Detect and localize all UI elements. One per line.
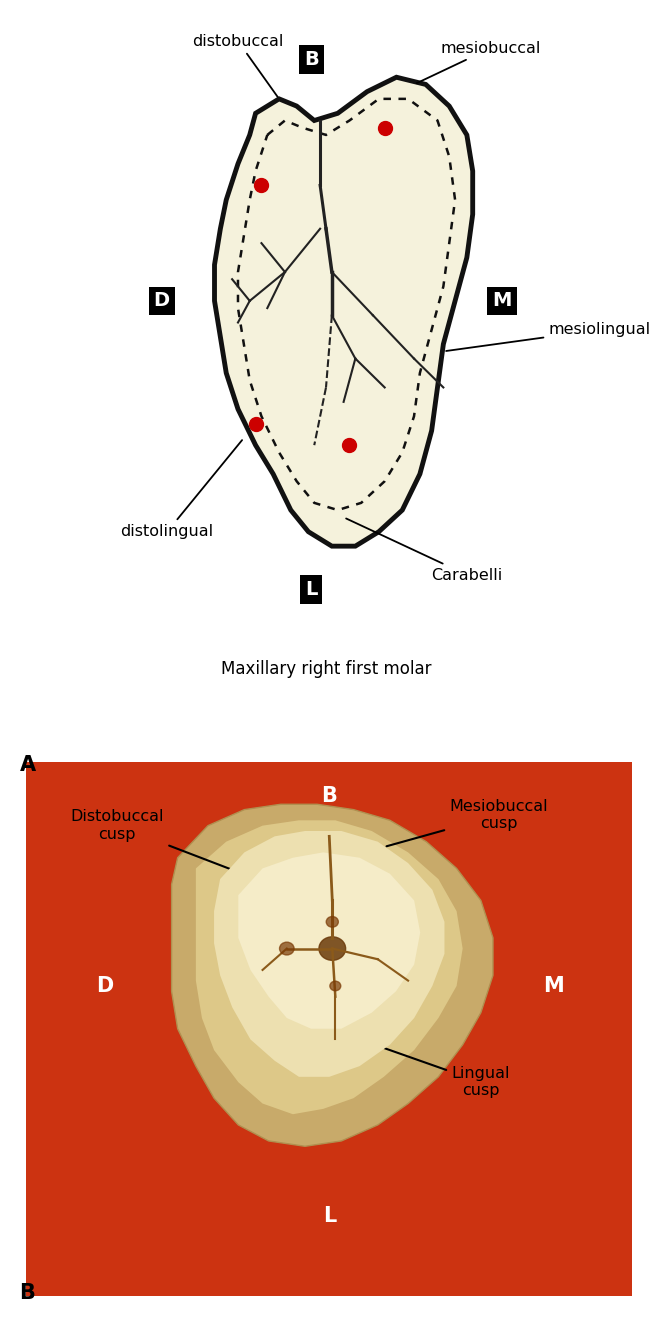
Circle shape: [280, 942, 294, 955]
Polygon shape: [239, 852, 420, 1029]
Text: M: M: [492, 291, 512, 310]
Polygon shape: [196, 820, 463, 1114]
Text: D: D: [96, 977, 113, 995]
Text: L: L: [323, 1206, 336, 1225]
Text: B: B: [304, 49, 319, 68]
Text: distobuccal: distobuccal: [192, 33, 284, 96]
Circle shape: [319, 937, 346, 961]
Polygon shape: [214, 831, 445, 1077]
Circle shape: [326, 916, 338, 927]
Text: Maxillary right first molar: Maxillary right first molar: [221, 660, 431, 677]
FancyBboxPatch shape: [26, 762, 632, 1296]
Text: M: M: [543, 977, 564, 995]
Text: Lingual
cusp: Lingual cusp: [363, 1041, 510, 1098]
Text: mesiolingual: mesiolingual: [446, 322, 651, 351]
Circle shape: [330, 981, 341, 991]
Text: B: B: [321, 787, 337, 806]
Text: L: L: [305, 580, 318, 599]
Text: B: B: [20, 1283, 35, 1303]
Text: D: D: [154, 291, 170, 310]
Text: Carabelli: Carabelli: [346, 518, 503, 582]
Text: A: A: [20, 755, 36, 775]
Text: Mesiobuccal
cusp: Mesiobuccal cusp: [387, 799, 548, 846]
Text: mesiobuccal: mesiobuccal: [417, 41, 541, 83]
Polygon shape: [215, 77, 473, 546]
Polygon shape: [171, 804, 493, 1146]
Text: Distobuccal
cusp: Distobuccal cusp: [70, 810, 254, 878]
Text: distolingual: distolingual: [121, 440, 242, 540]
